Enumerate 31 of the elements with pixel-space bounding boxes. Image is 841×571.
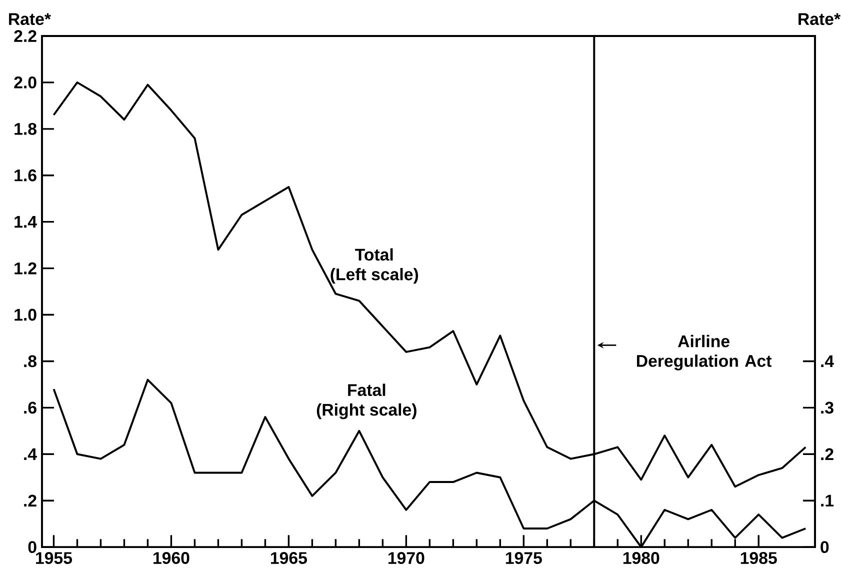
x-tick-label: 1960 [154,552,190,564]
y-tick-label: 1.8 [14,122,37,135]
x-tick-label: 1965 [270,552,307,564]
ref-line-label: Airline Deregulation Act [636,334,772,370]
y-tick-label: 0 [28,541,36,553]
y-tick-label: 1.6 [14,169,36,182]
text: Fatal [348,384,386,396]
y2-tick-label: .4 [821,355,834,367]
y-tick-label: .2 [24,494,36,506]
y2-tick-label: .2 [821,448,834,460]
y-tick-label: .6 [24,402,36,414]
x-tick-label: 1955 [36,552,72,564]
annotation: (Right scale) [316,403,416,420]
annotation: (Left scale) [330,268,418,284]
y2-tick-label: .3 [821,402,834,414]
x-tick-label: 1975 [506,552,542,564]
series-label: Total [355,248,393,261]
y-tick-label: 1.0 [14,308,36,321]
y2-tick-label: .1 [821,494,834,506]
y-tick-label: 2.2 [14,30,36,42]
y-tick-label: 1.2 [14,262,36,274]
x-tick-label: 1980 [623,552,660,564]
y-axis-title: Rate* [9,13,51,25]
y2-tick-label: 0 [820,541,829,553]
y2-axis-title: Rate* [798,13,841,25]
y-tick-label: .4 [24,448,37,460]
y-tick-label: .8 [24,355,37,368]
x-tick-label: 1985 [740,552,777,564]
y-tick-label: 2.0 [14,76,36,88]
x-tick-label: 1970 [388,552,424,564]
y-tick-label: 1.4 [14,216,37,228]
